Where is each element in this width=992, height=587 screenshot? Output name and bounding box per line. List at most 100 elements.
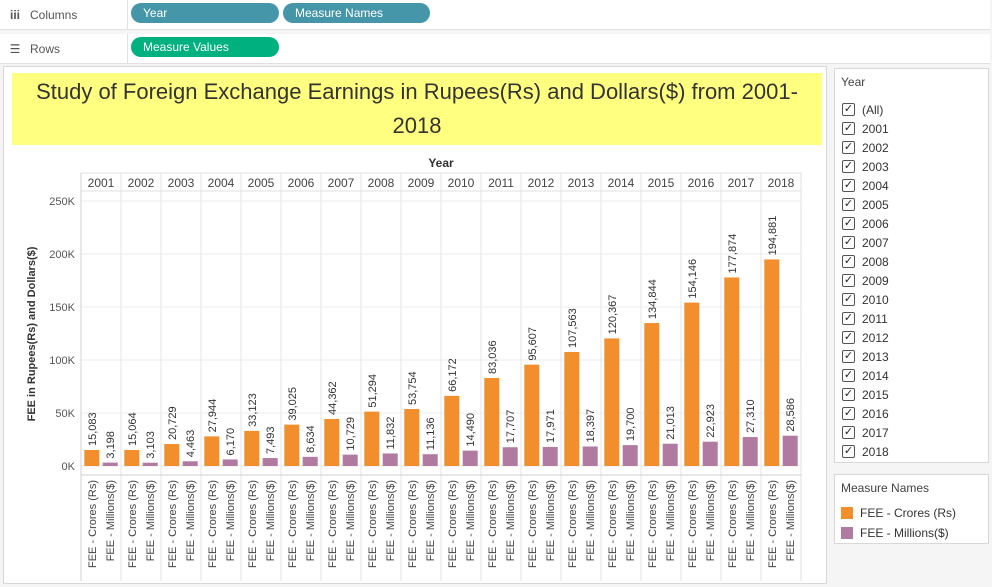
- x-measure-label: FEE - Crores (Rs): [607, 480, 619, 568]
- checkbox-checked-icon[interactable]: ✓: [842, 103, 855, 116]
- checkbox-checked-icon[interactable]: ✓: [842, 141, 855, 154]
- bar-millions: [262, 458, 278, 466]
- checkbox-checked-icon[interactable]: ✓: [842, 350, 855, 363]
- checkbox-checked-icon[interactable]: ✓: [842, 312, 855, 325]
- chart-title-box: Study of Foreign Exchange Earnings in Ru…: [12, 73, 822, 145]
- data-label: 120,367: [607, 295, 619, 335]
- bar-millions: [382, 453, 398, 466]
- bar-millions: [342, 454, 358, 466]
- data-label: 8,634: [305, 425, 317, 453]
- data-label: 11,832: [385, 417, 397, 450]
- x-measure-label: FEE - Millions($): [105, 480, 117, 561]
- filter-item-label: 2018: [862, 444, 889, 459]
- x-measure-label: FEE - Millions($): [585, 480, 597, 561]
- data-label: 6,170: [225, 428, 237, 456]
- x-measure-label: FEE - Crores (Rs): [567, 480, 579, 568]
- filter-item-2014[interactable]: ✓ 2014: [842, 366, 889, 385]
- filter-item-label: 2010: [862, 292, 889, 307]
- bars: [84, 259, 798, 466]
- filter-item-2013[interactable]: ✓ 2013: [842, 347, 889, 366]
- filter-item-2003[interactable]: ✓ 2003: [842, 157, 889, 176]
- rows-icon: ☰: [9, 42, 21, 56]
- chart-title: Study of Foreign Exchange Earnings in Ru…: [36, 79, 798, 138]
- bar-crores: [84, 450, 100, 466]
- measure-values-pill-label: Measure Values: [143, 40, 229, 54]
- data-label: 66,172: [447, 358, 459, 392]
- filter-item-label: 2006: [862, 216, 889, 231]
- filter-item-2004[interactable]: ✓ 2004: [842, 176, 889, 195]
- x-measure-label: FEE - Crores (Rs): [207, 480, 219, 568]
- filter-item-label: 2004: [862, 178, 889, 193]
- data-label: 33,123: [247, 393, 259, 427]
- legend-item[interactable]: FEE - Millions($): [841, 523, 949, 542]
- filter-item-2016[interactable]: ✓ 2016: [842, 404, 889, 423]
- year-pill-label: Year: [143, 6, 168, 20]
- legend-swatch: [841, 526, 853, 539]
- data-label: 107,563: [567, 308, 579, 348]
- checkbox-checked-icon[interactable]: ✓: [842, 179, 855, 192]
- bar-millions: [742, 437, 758, 466]
- filter-item-2012[interactable]: ✓ 2012: [842, 328, 889, 347]
- data-label: 51,294: [367, 374, 379, 408]
- checkbox-checked-icon[interactable]: ✓: [842, 217, 855, 230]
- filter-item-2017[interactable]: ✓ 2017: [842, 423, 889, 442]
- filter-item-2008[interactable]: ✓ 2008: [842, 252, 889, 271]
- legend-swatch: [841, 506, 853, 519]
- year-header-label: 2015: [648, 176, 675, 190]
- data-label: 27,310: [745, 399, 757, 433]
- data-label: 7,493: [265, 427, 277, 455]
- filter-item-label: 2015: [862, 387, 889, 402]
- checkbox-checked-icon[interactable]: ✓: [842, 293, 855, 306]
- y-tick-label: 150K: [49, 302, 75, 314]
- bar-crores: [404, 409, 420, 466]
- filter-item-2011[interactable]: ✓ 2011: [842, 309, 888, 328]
- data-label: 19,700: [625, 407, 637, 441]
- checkbox-checked-icon[interactable]: ✓: [842, 122, 855, 135]
- filter-item-2001[interactable]: ✓ 2001: [842, 119, 889, 138]
- checkbox-checked-icon[interactable]: ✓: [842, 274, 855, 287]
- year-header-label: 2002: [128, 176, 155, 190]
- year-header-label: 2008: [368, 176, 395, 190]
- legend-label: FEE - Millions($): [860, 525, 949, 540]
- checkbox-checked-icon[interactable]: ✓: [842, 369, 855, 382]
- bar-millions: [142, 462, 158, 466]
- filter-item-all[interactable]: ✓ (All): [842, 100, 883, 119]
- year-header-label: 2006: [288, 176, 315, 190]
- data-label: 53,754: [407, 371, 419, 405]
- filter-item-2010[interactable]: ✓ 2010: [842, 290, 889, 309]
- checkbox-checked-icon[interactable]: ✓: [842, 255, 855, 268]
- bar-millions: [662, 443, 678, 466]
- checkbox-checked-icon[interactable]: ✓: [842, 236, 855, 249]
- year-pill[interactable]: Year: [131, 3, 279, 23]
- year-header-label: 2003: [168, 176, 195, 190]
- checkbox-checked-icon[interactable]: ✓: [842, 388, 855, 401]
- filter-item-2002[interactable]: ✓ 2002: [842, 138, 889, 157]
- x-measure-label: FEE - Millions($): [305, 480, 317, 561]
- checkbox-checked-icon[interactable]: ✓: [842, 407, 855, 420]
- checkbox-checked-icon[interactable]: ✓: [842, 426, 855, 439]
- filter-item-2009[interactable]: ✓ 2009: [842, 271, 889, 290]
- legend-title: Measure Names: [841, 481, 930, 495]
- measure-names-pill[interactable]: Measure Names: [283, 3, 430, 23]
- year-header-label: 2005: [248, 176, 275, 190]
- checkbox-checked-icon[interactable]: ✓: [842, 198, 855, 211]
- checkbox-checked-icon[interactable]: ✓: [842, 445, 855, 458]
- filter-item-2015[interactable]: ✓ 2015: [842, 385, 889, 404]
- measure-values-pill[interactable]: Measure Values: [131, 37, 279, 57]
- rows-shelf: ☰ Rows Measure Values: [0, 34, 990, 64]
- gridlines: [81, 173, 801, 581]
- data-label: 4,463: [185, 430, 197, 458]
- checkbox-checked-icon[interactable]: ✓: [842, 331, 855, 344]
- legend-item[interactable]: FEE - Crores (Rs): [841, 503, 956, 522]
- filter-item-2007[interactable]: ✓ 2007: [842, 233, 889, 252]
- filter-item-label: 2009: [862, 273, 889, 288]
- filter-item-2018[interactable]: ✓ 2018: [842, 442, 889, 461]
- checkbox-checked-icon[interactable]: ✓: [842, 160, 855, 173]
- data-label: 10,729: [345, 417, 357, 451]
- filter-item-2006[interactable]: ✓ 2006: [842, 214, 889, 233]
- data-label: 194,881: [767, 216, 779, 256]
- bar-millions: [182, 461, 198, 466]
- filter-item-2005[interactable]: ✓ 2005: [842, 195, 889, 214]
- bar-crores: [324, 418, 340, 466]
- filter-item-label: 2014: [862, 368, 889, 383]
